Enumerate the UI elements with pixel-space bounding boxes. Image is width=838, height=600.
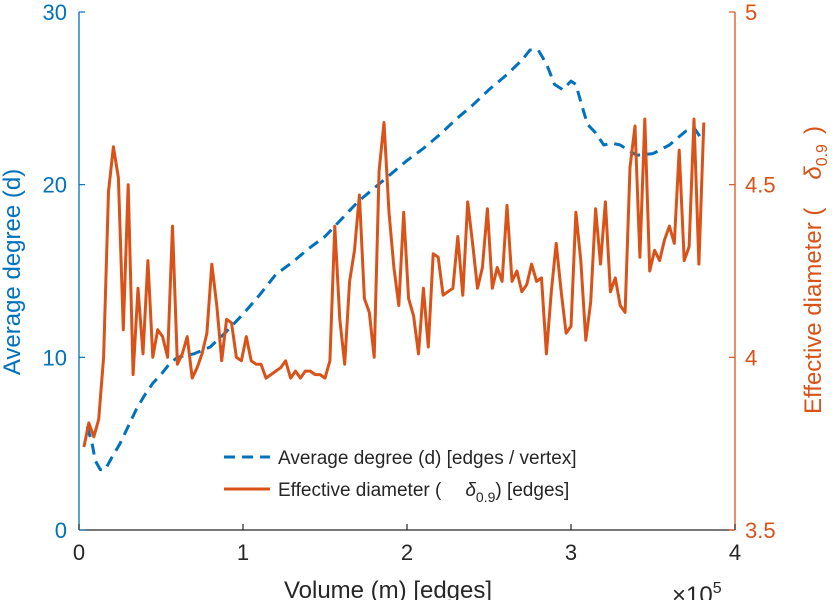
legend-label-ed-sub: 0.9 xyxy=(476,489,496,505)
right-axis-title-sub: 0.9 xyxy=(814,144,831,166)
effective-diameter-line xyxy=(82,117,706,448)
right-axis-title: Effective diameter ( δ0.9) xyxy=(800,126,831,414)
right-tick-label: 5 xyxy=(745,0,757,25)
x-ticks: 0 1 2 3 4 xyxy=(73,524,741,565)
x-exponent-base: ×10 xyxy=(672,582,713,600)
right-axis-title-prefix: Effective diameter ( xyxy=(800,208,827,414)
left-tick-label: 20 xyxy=(43,173,67,198)
legend-label-ed-symbol: δ xyxy=(465,480,476,501)
x-axis-exponent: ×105 xyxy=(672,580,722,600)
right-tick-label: 4 xyxy=(745,345,757,370)
left-axis-title: Average degree (d) xyxy=(0,169,26,375)
x-tick-label: 2 xyxy=(401,540,413,565)
right-tick-label: 3.5 xyxy=(745,518,776,543)
x-tick-label: 1 xyxy=(237,540,249,565)
legend-label-effective-diameter: Effective diameter ( δ0.9) [edges] xyxy=(278,480,569,505)
legend-label-average-degree: Average degree (d) [edges / vertex] xyxy=(278,448,577,469)
x-tick-label: 3 xyxy=(565,540,577,565)
right-axis-title-suffix: ) xyxy=(800,126,827,134)
right-axis-ticks: 3.5 4 4.5 5 xyxy=(729,0,776,543)
right-axis-title-symbol: δ xyxy=(800,166,827,180)
left-axis-ticks: 0 10 20 30 xyxy=(43,0,85,543)
x-tick-label: 4 xyxy=(729,540,741,565)
left-tick-label: 10 xyxy=(43,345,67,370)
right-tick-label: 4.5 xyxy=(745,173,776,198)
x-axis-title: Volume (m) [edges] xyxy=(284,577,492,600)
x-exponent-power: 5 xyxy=(713,580,722,597)
legend-label-ed-prefix: Effective diameter ( xyxy=(278,480,442,501)
legend: Average degree (d) [edges / vertex] Effe… xyxy=(224,448,577,505)
left-tick-label: 0 xyxy=(55,518,67,543)
legend-label-ed-suffix: ) [edges] xyxy=(495,480,569,501)
series-layer xyxy=(82,48,706,472)
average-degree-line xyxy=(85,48,704,472)
x-tick-label: 0 xyxy=(73,540,85,565)
left-tick-label: 30 xyxy=(43,0,67,25)
